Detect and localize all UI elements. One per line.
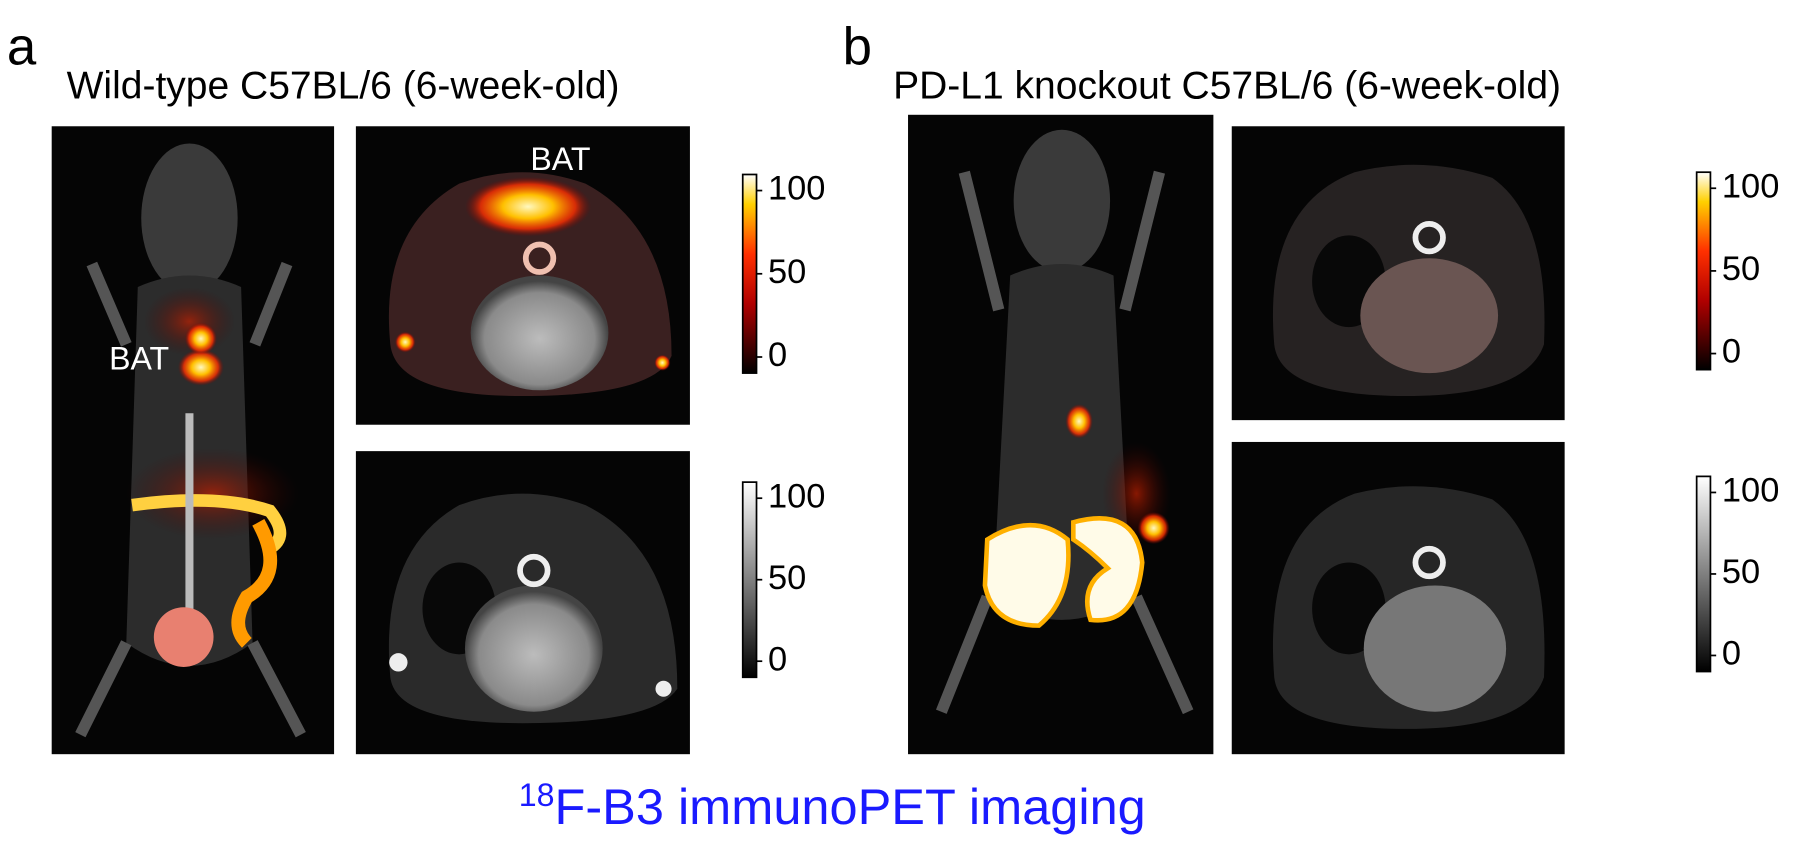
colorbar-tick-label: 100 xyxy=(1722,472,1779,510)
colorbar xyxy=(741,173,758,374)
colorbar-tick-label: 0 xyxy=(1722,635,1741,673)
panel-title: Wild-type C57BL/6 (6-week-old) xyxy=(67,65,620,108)
axial-ct-image xyxy=(355,451,690,755)
whole-body-image: BAT xyxy=(51,126,335,755)
colorbar-tick-label: 0 xyxy=(768,336,787,374)
colorbar xyxy=(1695,475,1712,673)
panel-letter: a xyxy=(7,17,37,76)
colorbar xyxy=(741,481,758,679)
colorbar-tick-label: 50 xyxy=(1722,250,1760,288)
axial-pet-ct-image: BAT xyxy=(355,126,690,425)
axial-pet-ct-image xyxy=(1231,126,1565,421)
colorbar-tick-label: 100 xyxy=(1722,167,1779,205)
annotation: BAT xyxy=(530,141,590,177)
colorbars: 100 50 0 100 50 0 100 50 0 100 50 0 xyxy=(741,167,1779,679)
annotation: BAT xyxy=(109,341,169,377)
panel-letter: b xyxy=(843,17,872,76)
colorbar-tick-label: 100 xyxy=(768,170,825,208)
whole-body-image xyxy=(908,114,1214,755)
colorbar-tick-label: 50 xyxy=(768,559,806,597)
caption-superscript: 18 xyxy=(519,777,555,813)
colorbar-tick-label: 0 xyxy=(768,640,787,678)
colorbar xyxy=(1695,171,1712,371)
colorbar-tick-label: 100 xyxy=(768,477,825,515)
colorbar-tick-label: 0 xyxy=(1722,333,1741,371)
colorbar-tick-label: 50 xyxy=(1722,553,1760,591)
panel-title: PD-L1 knockout C57BL/6 (6-week-old) xyxy=(893,65,1561,108)
axial-ct-image xyxy=(1231,441,1565,755)
caption: 18F-B3 immunoPET imaging xyxy=(519,777,1146,835)
caption-text: F-B3 immunoPET imaging xyxy=(555,778,1146,835)
colorbar-tick-label: 50 xyxy=(768,253,806,291)
